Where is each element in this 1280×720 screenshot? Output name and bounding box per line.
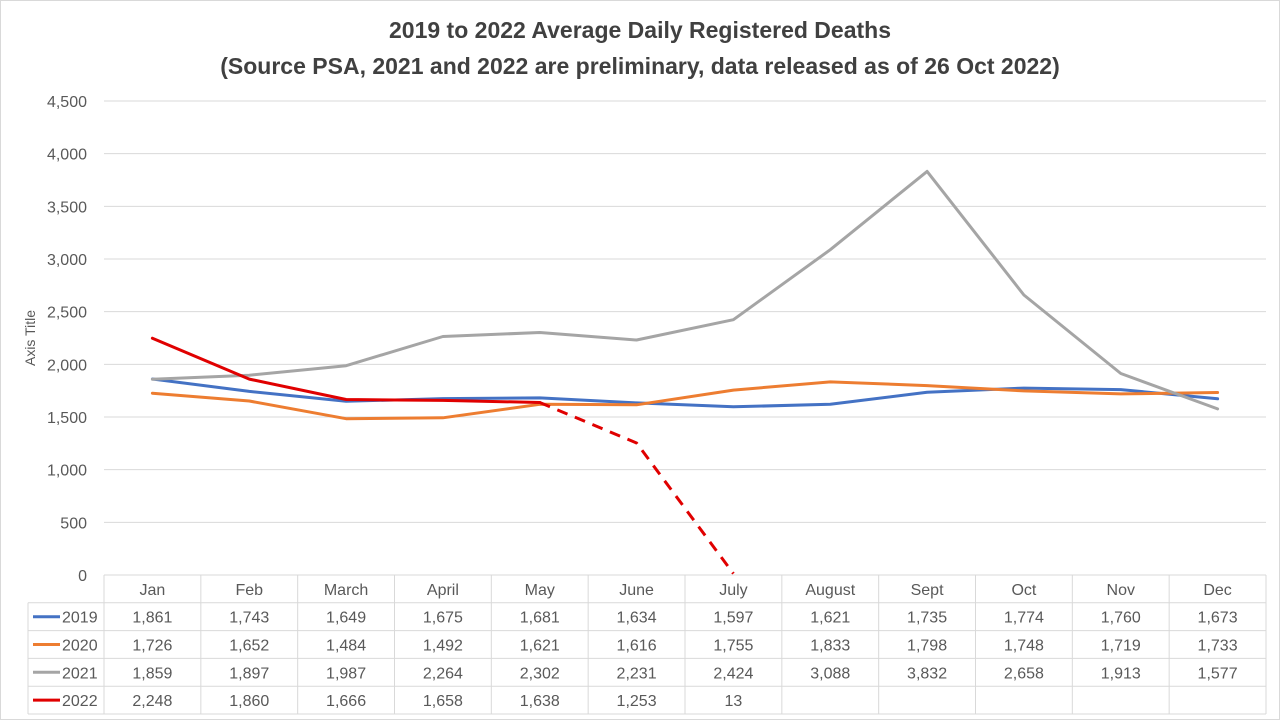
x-category-label: Sept <box>911 582 944 599</box>
table-cell-2020: 1,726 <box>132 638 172 655</box>
x-category-label: Oct <box>1011 582 1036 599</box>
x-category-label: Dec <box>1203 582 1231 599</box>
series-line-2019 <box>150 377 1220 409</box>
y-axis-title: Axis Title <box>22 310 38 366</box>
series-line-dashed-2022 <box>539 401 735 575</box>
table-cell-2022: 13 <box>725 693 743 710</box>
y-tick-label: 1,000 <box>47 463 87 480</box>
x-category-label: June <box>619 582 654 599</box>
x-category-label: Jan <box>140 582 166 599</box>
table-cell-2021: 1,897 <box>229 665 269 682</box>
y-tick-label: 3,500 <box>47 199 87 216</box>
x-category-label: August <box>805 582 855 599</box>
table-cell-2019: 1,675 <box>423 610 463 627</box>
table-cell-2021: 2,424 <box>713 665 753 682</box>
series-line-2020 <box>150 380 1220 421</box>
y-tick-label: 4,000 <box>47 147 87 164</box>
table-cell-2021: 2,231 <box>617 665 657 682</box>
table-cell-2020: 1,798 <box>907 638 947 655</box>
x-category-label: Nov <box>1107 582 1135 599</box>
table-cell-2022: 2,248 <box>132 693 172 710</box>
x-category-label: July <box>719 582 747 599</box>
x-category-label: April <box>427 582 459 599</box>
y-tick-label: 1,500 <box>47 410 87 427</box>
table-cell-2019: 1,861 <box>132 610 172 627</box>
table-cell-2019: 1,597 <box>713 610 753 627</box>
table-cell-2019: 1,634 <box>617 610 657 627</box>
y-tick-label: 2,000 <box>47 357 87 374</box>
table-cell-2019: 1,649 <box>326 610 366 627</box>
chart-title: 2019 to 2022 Average Daily Registered De… <box>389 17 891 43</box>
table-cell-2021: 1,577 <box>1198 665 1238 682</box>
table-cell-2022: 1,666 <box>326 693 366 710</box>
table-cell-2019: 1,735 <box>907 610 947 627</box>
table-cell-2020: 1,621 <box>520 638 560 655</box>
table-cell-2021: 3,832 <box>907 665 947 682</box>
table-cell-2019: 1,760 <box>1101 610 1141 627</box>
table-cell-2020: 1,719 <box>1101 638 1141 655</box>
legend-label-2022: 2022 <box>62 693 98 710</box>
table-cell-2022: 1,658 <box>423 693 463 710</box>
table-cell-2021: 1,913 <box>1101 665 1141 682</box>
table-cell-2019: 1,774 <box>1004 610 1044 627</box>
x-category-label: Feb <box>235 582 263 599</box>
table-cell-2020: 1,616 <box>617 638 657 655</box>
table-cell-2020: 1,755 <box>713 638 753 655</box>
table-cell-2022: 1,860 <box>229 693 269 710</box>
table-cell-2022: 1,638 <box>520 693 560 710</box>
table-cell-2020: 1,748 <box>1004 638 1044 655</box>
table-cell-2021: 2,658 <box>1004 665 1044 682</box>
chart-subtitle: (Source PSA, 2021 and 2022 are prelimina… <box>220 53 1060 79</box>
table-cell-2021: 1,987 <box>326 665 366 682</box>
y-tick-label: 4,500 <box>47 94 87 111</box>
table-cell-2019: 1,681 <box>520 610 560 627</box>
table-cell-2021: 2,264 <box>423 665 463 682</box>
legend-label-2019: 2019 <box>62 610 98 627</box>
legend-label-2021: 2021 <box>62 665 98 682</box>
series-line-2021 <box>150 169 1220 411</box>
table-cell-2021: 1,859 <box>132 665 172 682</box>
y-tick-label: 500 <box>60 515 87 532</box>
series-line-2022 <box>150 336 542 404</box>
y-tick-label: 0 <box>78 568 87 585</box>
table-cell-2020: 1,484 <box>326 638 366 655</box>
table-cell-2022: 1,253 <box>617 693 657 710</box>
table-cell-2021: 2,302 <box>520 665 560 682</box>
table-cell-2020: 1,733 <box>1198 638 1238 655</box>
table-cell-2020: 1,833 <box>810 638 850 655</box>
table-cell-2019: 1,743 <box>229 610 269 627</box>
table-cell-2020: 1,492 <box>423 638 463 655</box>
y-tick-label: 2,500 <box>47 305 87 322</box>
legend-label-2020: 2020 <box>62 638 98 655</box>
chart-title-block: 2019 to 2022 Average Daily Registered De… <box>0 12 1280 84</box>
y-tick-label: 3,000 <box>47 252 87 269</box>
table-cell-2019: 1,673 <box>1198 610 1238 627</box>
table-cell-2021: 3,088 <box>810 665 850 682</box>
x-category-label: March <box>324 582 368 599</box>
x-category-label: May <box>525 582 555 599</box>
table-cell-2020: 1,652 <box>229 638 269 655</box>
table-cell-2019: 1,621 <box>810 610 850 627</box>
